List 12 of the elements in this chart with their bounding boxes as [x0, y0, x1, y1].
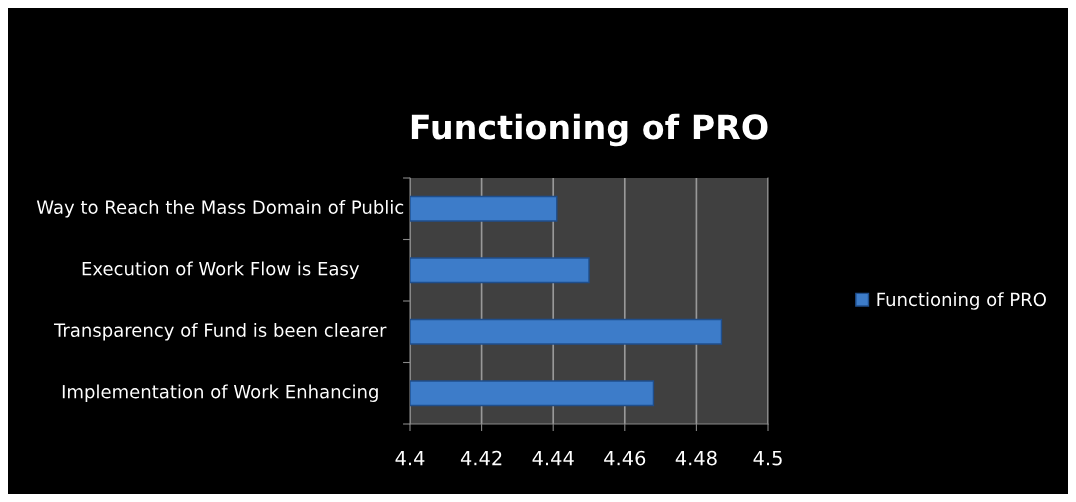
x-tick-label: 4.48 [675, 450, 717, 466]
x-tick-label: 4.42 [460, 450, 502, 466]
x-tick-label: 4.44 [532, 450, 574, 466]
x-tick-label: 4.46 [604, 450, 646, 466]
y-tick-label: Implementation of Work Enhancing [62, 384, 378, 402]
x-tick-label: 4.4 [395, 450, 425, 466]
y-tick-label: Transparency of Fund is been clearer [53, 323, 387, 341]
x-tick-label: 4.5 [753, 450, 782, 466]
chart-title: Functioning of PRO [411, 113, 768, 147]
legend-label: Functioning of PRO [877, 292, 1046, 310]
y-tick-label: Execution of Work Flow is Easy [82, 261, 360, 279]
y-tick-label: Way to Reach the Mass Domain of Public [36, 200, 404, 218]
